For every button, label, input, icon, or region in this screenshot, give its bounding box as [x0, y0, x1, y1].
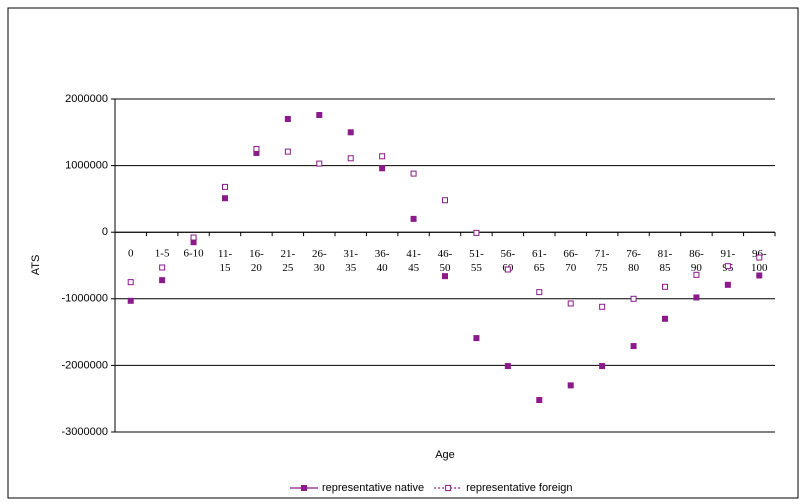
data-point	[756, 254, 763, 261]
x-tick-label: 1-5	[155, 248, 170, 260]
legend-marker	[445, 485, 452, 491]
x-tick-label: 11-15	[218, 248, 233, 274]
x-tick-label: 0	[128, 248, 134, 260]
data-point	[127, 279, 134, 286]
x-tick-label: 61-65	[532, 248, 547, 274]
x-axis-label: Age	[435, 449, 455, 461]
x-tick-label: 46-50	[438, 248, 453, 274]
data-point	[379, 165, 386, 172]
data-point	[222, 195, 228, 202]
data-point	[347, 129, 354, 136]
x-tick-label: 71-75	[595, 248, 610, 274]
data-point	[599, 363, 606, 370]
data-point	[630, 295, 637, 302]
data-point	[442, 273, 448, 280]
x-tick-label: 21-25	[281, 248, 296, 274]
x-tick-label: 31-35	[343, 248, 358, 274]
data-point	[159, 277, 166, 284]
legend-marker	[301, 485, 307, 491]
legend-label: representative native	[322, 482, 424, 494]
data-point	[567, 382, 574, 389]
data-point	[567, 300, 574, 307]
y-axis-label: ATS	[30, 255, 42, 276]
data-point	[442, 197, 448, 204]
data-point	[222, 183, 228, 190]
data-point	[473, 335, 480, 342]
y-tick-label: 0	[102, 226, 108, 238]
data-point	[410, 170, 417, 177]
data-point	[253, 145, 260, 152]
data-point	[724, 263, 731, 270]
data-point	[536, 397, 543, 404]
x-tick-label: 81-85	[658, 248, 673, 274]
data-point	[693, 271, 700, 278]
x-tick-label: 51-55	[469, 248, 484, 274]
data-point	[536, 289, 543, 296]
data-point	[756, 272, 763, 279]
data-point	[316, 111, 323, 118]
x-tick-label: 96-100	[751, 248, 768, 274]
data-point	[693, 294, 700, 301]
y-tick-label: -1000000	[62, 293, 109, 305]
data-point	[724, 281, 731, 288]
y-tick-label: -3000000	[62, 426, 109, 438]
y-tick-label: -2000000	[62, 359, 109, 371]
data-point	[190, 234, 197, 241]
x-tick-label: 76-80	[626, 248, 641, 274]
chart-frame	[7, 7, 799, 499]
data-point	[662, 283, 668, 290]
data-point	[379, 153, 386, 160]
data-point	[473, 229, 480, 236]
legend-label: representative foreign	[466, 482, 572, 494]
x-tick-label: 26-30	[312, 248, 327, 274]
data-point	[316, 160, 323, 167]
data-point	[159, 264, 166, 271]
data-point	[599, 303, 606, 310]
data-point	[504, 266, 511, 273]
data-point	[662, 315, 668, 322]
x-tick-label: 86-90	[689, 248, 704, 274]
x-tick-label: 66-70	[563, 248, 578, 274]
x-tick-label: 36-40	[375, 248, 390, 274]
data-point	[630, 343, 637, 350]
x-tick-label: 41-45	[406, 248, 421, 274]
x-tick-label: 6-10	[183, 248, 204, 260]
data-point	[410, 215, 417, 222]
data-point	[284, 115, 291, 122]
y-tick-label: 2000000	[65, 93, 108, 105]
data-point	[127, 297, 134, 304]
data-point	[347, 155, 354, 162]
y-tick-label: 1000000	[65, 160, 108, 172]
x-tick-label: 16-20	[249, 248, 264, 274]
data-point	[504, 363, 511, 370]
data-point	[284, 148, 291, 155]
